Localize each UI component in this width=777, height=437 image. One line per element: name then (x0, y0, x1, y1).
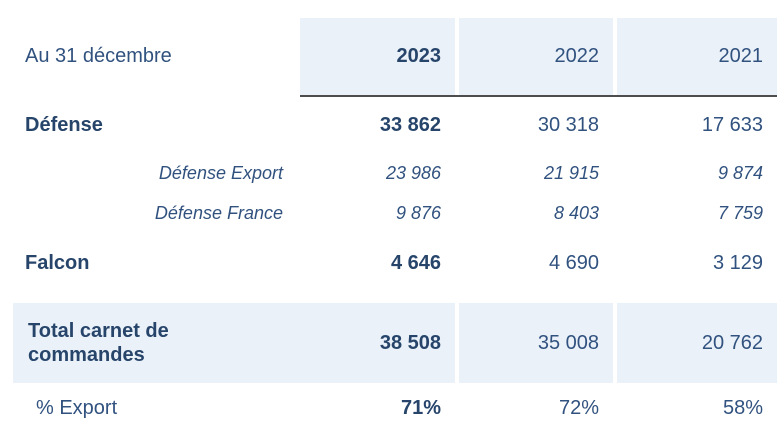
row-label: Défense Export (158, 162, 283, 183)
row-value-2023: 71% (400, 396, 441, 419)
row-value-2022: 8 403 (553, 202, 599, 223)
row-value-2022: 4 690 (548, 251, 599, 274)
row-value-2023: 33 862 (379, 113, 441, 136)
table-row-defense-france: Défense France 9 876 8 403 7 759 (0, 193, 777, 233)
row-value-2023: 23 986 (385, 162, 441, 183)
row-value-2022: 30 318 (537, 113, 599, 136)
row-value-2021: 20 762 (613, 303, 777, 383)
row-value-2021: 9 874 (717, 162, 763, 183)
row-value-2021: 7 759 (717, 202, 763, 223)
header-date-label: Au 31 décembre (25, 45, 172, 67)
row-label: Défense France (154, 202, 283, 223)
table-row-defense: Défense 33 862 30 318 17 633 (0, 97, 777, 153)
row-label: Total carnet de commandes (13, 303, 300, 383)
row-label: Falcon (25, 251, 90, 274)
row-value-2021: 58% (722, 396, 763, 419)
table-row-falcon: Falcon 4 646 4 690 3 129 (0, 233, 777, 293)
table-row-percent-export: % Export 71% 72% 58% (0, 383, 777, 433)
row-value-2022: 72% (558, 396, 599, 419)
header-year-2023: 2023 (300, 18, 455, 95)
header-year-2021: 2021 (613, 18, 777, 95)
table-row-total: Total carnet de commandes 38 508 35 008 … (0, 303, 777, 383)
row-value-2022: 21 915 (543, 162, 599, 183)
row-value-2023: 38 508 (300, 303, 455, 383)
row-value-2022: 35 008 (455, 303, 613, 383)
row-label: % Export (36, 396, 118, 419)
total-label-text: Total carnet de commandes (28, 320, 169, 366)
row-value-2023: 4 646 (390, 251, 441, 274)
header-underline-row (0, 95, 777, 97)
row-value-2021: 17 633 (701, 113, 763, 136)
table-row-defense-export: Défense Export 23 986 21 915 9 874 (0, 153, 777, 193)
header-underline (300, 95, 777, 97)
table-header-row: Au 31 décembre 2023 2022 2021 (0, 18, 777, 95)
row-value-2023: 9 876 (395, 202, 441, 223)
header-year-2022: 2022 (455, 18, 613, 95)
row-value-2021: 3 129 (712, 251, 763, 274)
row-label: Défense (25, 113, 103, 136)
